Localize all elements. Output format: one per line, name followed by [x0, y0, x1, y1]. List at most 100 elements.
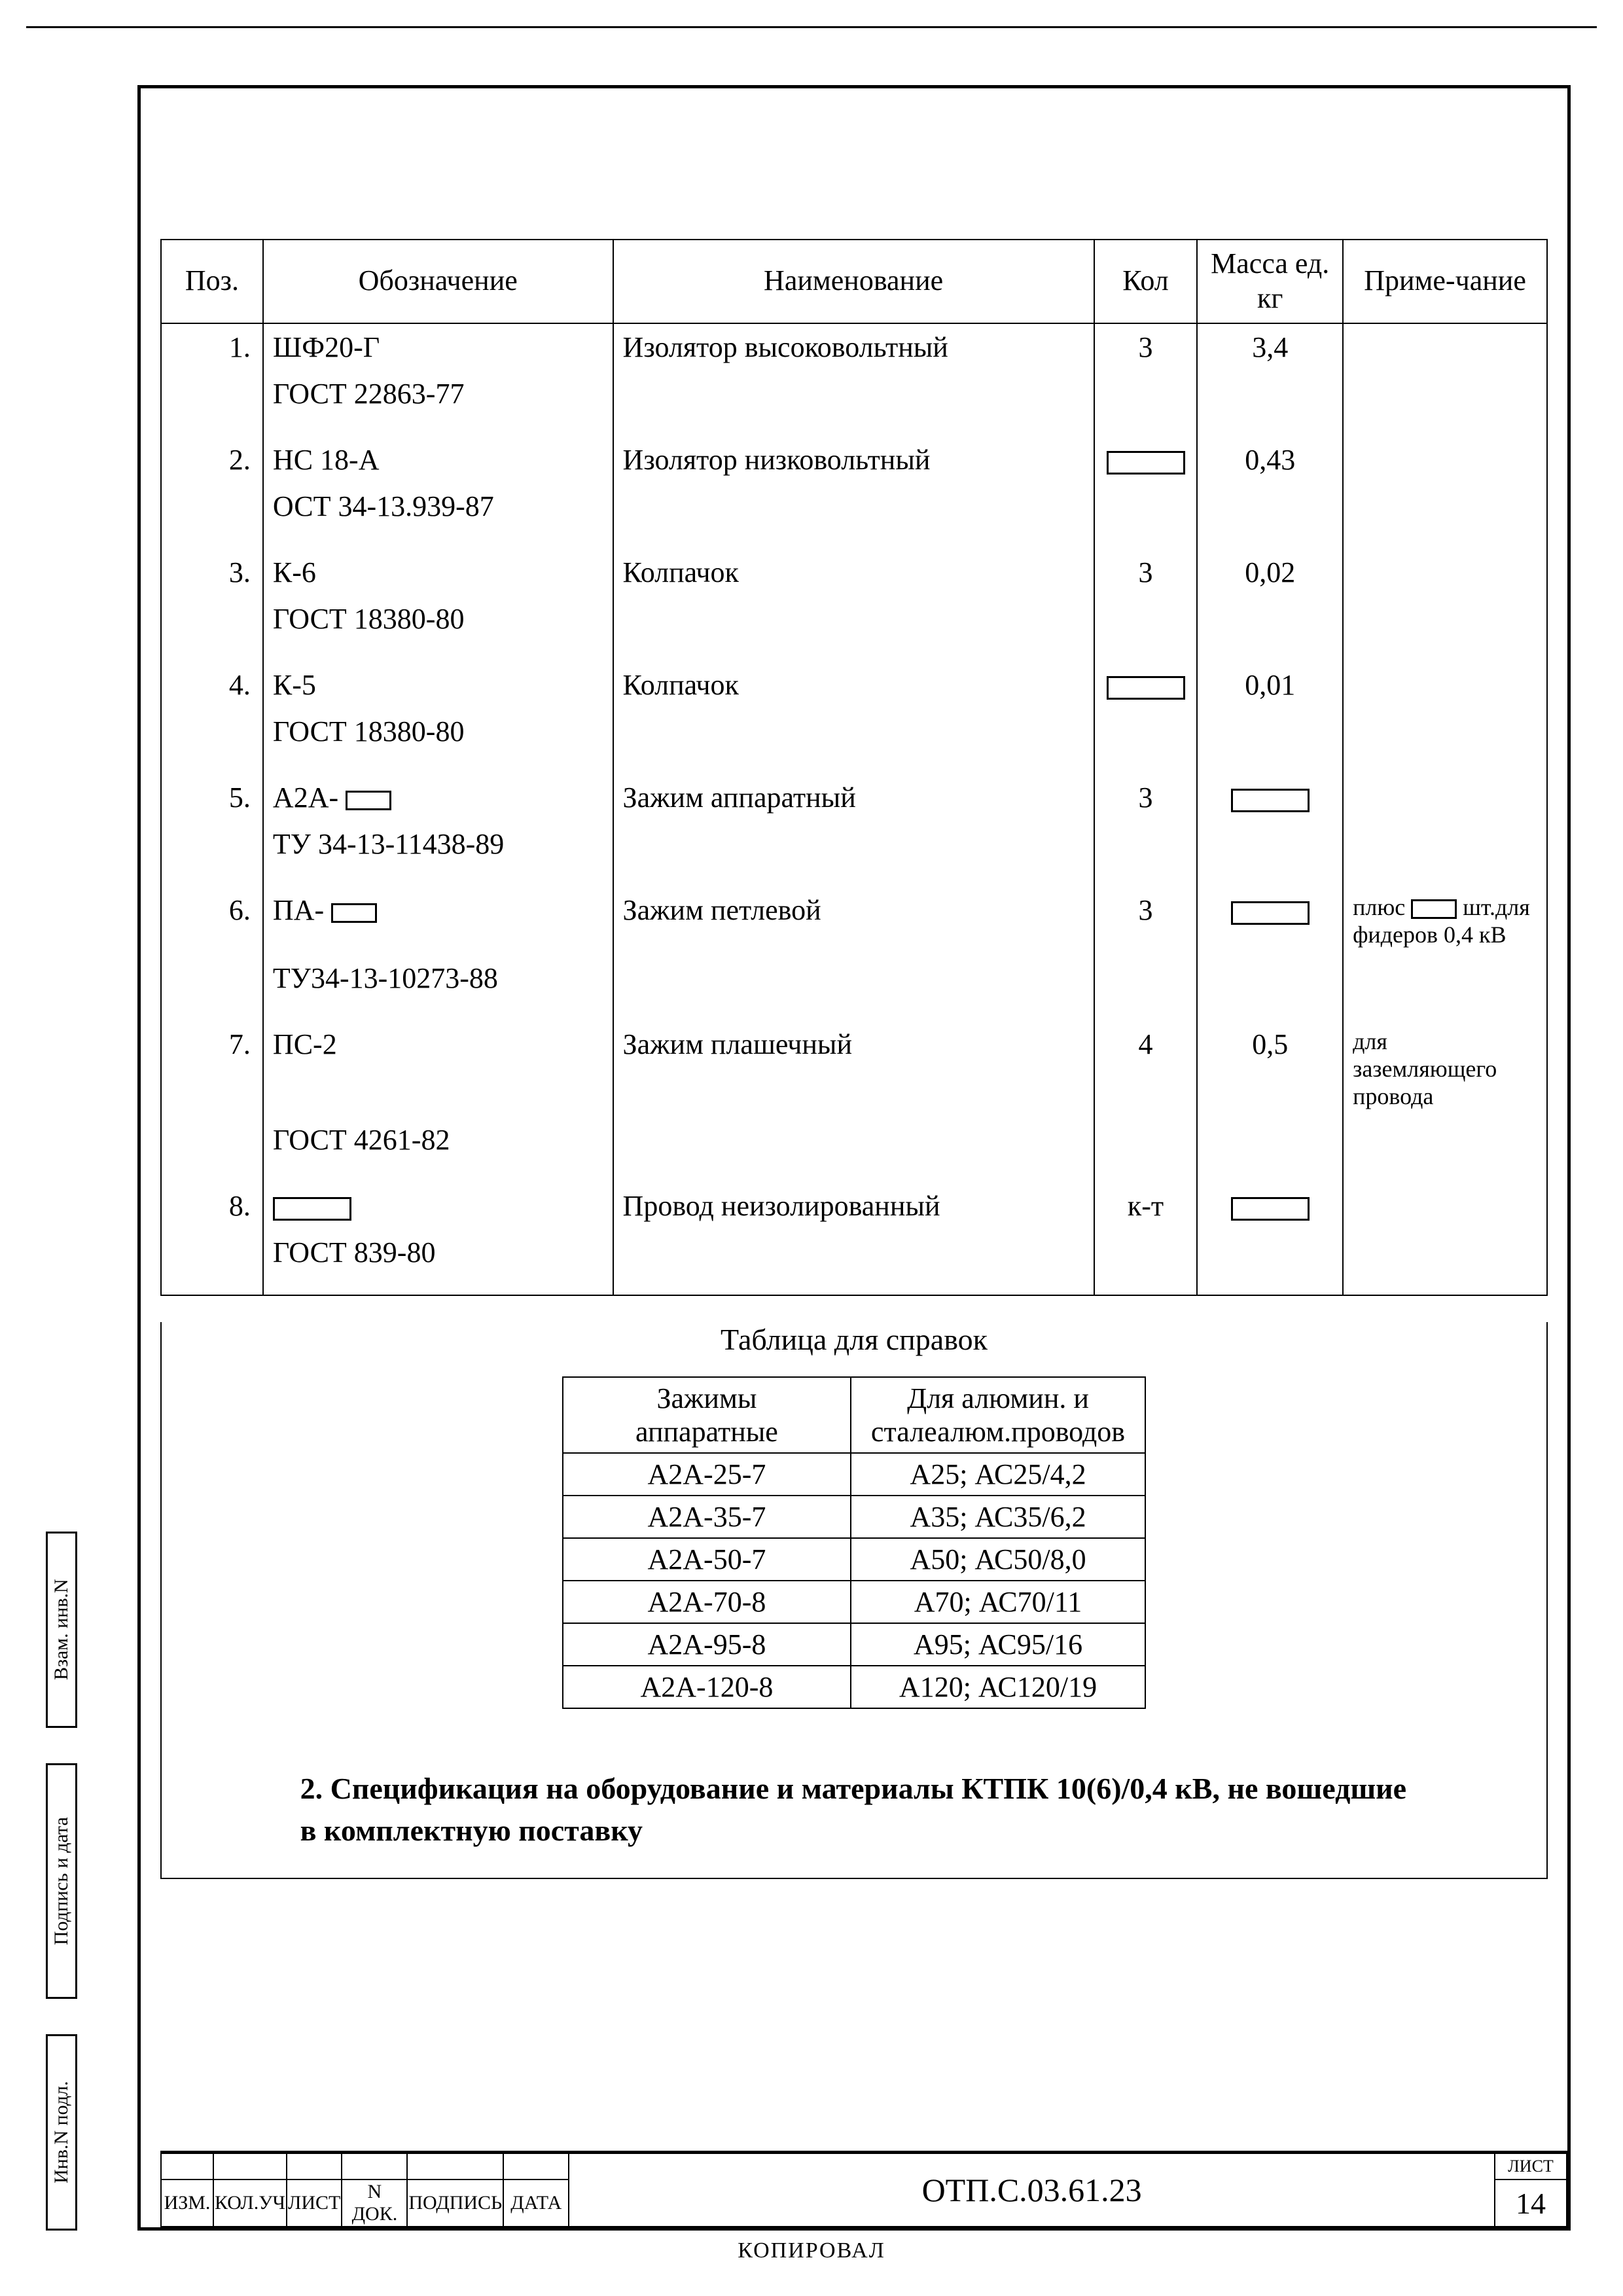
cell-name: Изолятор низковольтный [613, 437, 1094, 483]
table-row: ГОСТ 839-80 [161, 1229, 1547, 1276]
lower-panel: Таблица для справок Зажимы аппаратные Дл… [160, 1322, 1548, 1880]
cell-qty: 3 [1094, 323, 1198, 370]
cell-des: ПС-2 [263, 1021, 613, 1117]
cell-qty: 4 [1094, 1021, 1198, 1117]
title-block: ОТП.С.03.61.23 ЛИСТ ИЗМ. КОЛ.УЧ ЛИСТ N Д… [160, 2151, 1567, 2227]
table-row: 6.ПА- Зажим петлевой3плюс шт.для фидеров… [161, 887, 1547, 955]
cell-name: Провод неизолированный [613, 1183, 1094, 1229]
cell-pos: 4. [161, 662, 263, 708]
side-label-vzam: Взам. инв.N [46, 1532, 77, 1728]
th-des: Обозначение [263, 240, 613, 323]
top-rule [26, 26, 1597, 28]
table-row: ТУ34-13-10273-88 [161, 955, 1547, 1001]
table-row: 7.ПС-2Зажим плашечный40,5для заземляющег… [161, 1021, 1547, 1117]
tb-col-list: ЛИСТ [287, 2179, 342, 2227]
tb-doc-number: ОТП.С.03.61.23 [569, 2153, 1495, 2227]
tb-blank [407, 2153, 503, 2179]
ref-cell-a: А2А-25-7 [563, 1453, 851, 1496]
ref-cell-b: А25; АС25/4,2 [851, 1453, 1145, 1496]
cell-mass: 0,43 [1197, 437, 1343, 483]
cell-name: Зажим плашечный [613, 1021, 1094, 1117]
cell-pos: 6. [161, 887, 263, 955]
table-row: ГОСТ 18380-80 [161, 708, 1547, 755]
cell-des2: ГОСТ 18380-80 [263, 708, 613, 755]
cell-qty: к-т [1094, 1183, 1198, 1229]
table-row: ГОСТ 4261-82 [161, 1117, 1547, 1163]
cell-mass [1197, 774, 1343, 821]
cell-pos: 5. [161, 774, 263, 821]
tb-sheet-label: ЛИСТ [1495, 2153, 1567, 2179]
cell-mass [1197, 1183, 1343, 1229]
cell-des: ПА- [263, 887, 613, 955]
cell-des2: ГОСТ 4261-82 [263, 1117, 613, 1163]
cell-qty: 3 [1094, 549, 1198, 596]
cell-name: Изолятор высоковольтный [613, 323, 1094, 370]
tb-blank [503, 2153, 569, 2179]
table-row: ОСТ 34-13.939-87 [161, 483, 1547, 529]
ref-cell-a: А2А-120-8 [563, 1666, 851, 1708]
cell-des: К-6 [263, 549, 613, 596]
cell-mass: 3,4 [1197, 323, 1343, 370]
table-row-spacer [161, 1163, 1547, 1183]
table-row: А2А-95-8А95; АС95/16 [563, 1623, 1145, 1666]
table-row: А2А-25-7А25; АС25/4,2 [563, 1453, 1145, 1496]
cell-des: НС 18-А [263, 437, 613, 483]
side-label-inv: Инв.N подл. [46, 2034, 77, 2231]
cell-des2: ТУ 34-13-11438-89 [263, 821, 613, 867]
ref-cell-a: А2А-95-8 [563, 1623, 851, 1666]
tb-col-podpis: ПОДПИСЬ [407, 2179, 503, 2227]
cell-des2: ГОСТ 839-80 [263, 1229, 613, 1276]
th-mass: Масса ед. кг [1197, 240, 1343, 323]
th-note: Приме-чание [1343, 240, 1547, 323]
tb-blank [161, 2153, 213, 2179]
side-label-podpis: Подпись и дата [46, 1763, 77, 1999]
table-row: ТУ 34-13-11438-89 [161, 821, 1547, 867]
ref-cell-b: А50; АС50/8,0 [851, 1538, 1145, 1581]
table-row-spacer [161, 1001, 1547, 1021]
cell-qty: 3 [1094, 887, 1198, 955]
cell-name: Зажим петлевой [613, 887, 1094, 955]
cell-note: для заземляющего провода [1343, 1021, 1547, 1117]
ref-table: Зажимы аппаратные Для алюмин. и сталеалю… [562, 1376, 1146, 1709]
cell-mass [1197, 887, 1343, 955]
cell-note [1343, 437, 1547, 483]
table-row: 2.НС 18-АИзолятор низковольтный0,43 [161, 437, 1547, 483]
cell-qty [1094, 662, 1198, 708]
ref-cell-b: А120; АС120/19 [851, 1666, 1145, 1708]
cell-name: Зажим аппаратный [613, 774, 1094, 821]
cell-des [263, 1183, 613, 1229]
cell-mass: 0,5 [1197, 1021, 1343, 1117]
cell-des2: ОСТ 34-13.939-87 [263, 483, 613, 529]
table-row: 5.А2А- Зажим аппаратный3 [161, 774, 1547, 821]
cell-des: К-5 [263, 662, 613, 708]
table-row: 4.К-5Колпачок0,01 [161, 662, 1547, 708]
cell-note [1343, 1183, 1547, 1229]
table-row: ГОСТ 22863-77 [161, 370, 1547, 417]
table-row: 3.К-6Колпачок30,02 [161, 549, 1547, 596]
th-qty: Кол [1094, 240, 1198, 323]
tb-col-izm: ИЗМ. [161, 2179, 213, 2227]
tb-col-ndok: N ДОК. [342, 2179, 407, 2227]
cell-pos: 7. [161, 1021, 263, 1117]
ref-th-a: Зажимы аппаратные [563, 1377, 851, 1453]
cell-name: Колпачок [613, 549, 1094, 596]
cell-mass: 0,01 [1197, 662, 1343, 708]
table-row-spacer [161, 755, 1547, 774]
tb-sheet-number: 14 [1495, 2179, 1567, 2227]
ref-cell-a: А2А-70-8 [563, 1581, 851, 1623]
table-row: А2А-120-8А120; АС120/19 [563, 1666, 1145, 1708]
th-name: Наименование [613, 240, 1094, 323]
table-row-spacer [161, 867, 1547, 887]
page: Взам. инв.N Подпись и дата Инв.N подл. П… [26, 26, 1597, 2270]
table-row: А2А-70-8А70; АС70/11 [563, 1581, 1145, 1623]
spec-note: 2. Спецификация на оборудование и матери… [300, 1768, 1408, 1852]
cell-note [1343, 323, 1547, 370]
ref-cell-b: А70; АС70/11 [851, 1581, 1145, 1623]
cell-des2: ГОСТ 22863-77 [263, 370, 613, 417]
cell-qty [1094, 437, 1198, 483]
side-binding: Взам. инв.N Подпись и дата Инв.N подл. [46, 1534, 135, 2231]
ref-th-b: Для алюмин. и сталеалюм.проводов [851, 1377, 1145, 1453]
spec-table: Поз. Обозначение Наименование Кол Масса … [160, 239, 1548, 1296]
cell-pos: 3. [161, 549, 263, 596]
table-row-spacer [161, 417, 1547, 437]
